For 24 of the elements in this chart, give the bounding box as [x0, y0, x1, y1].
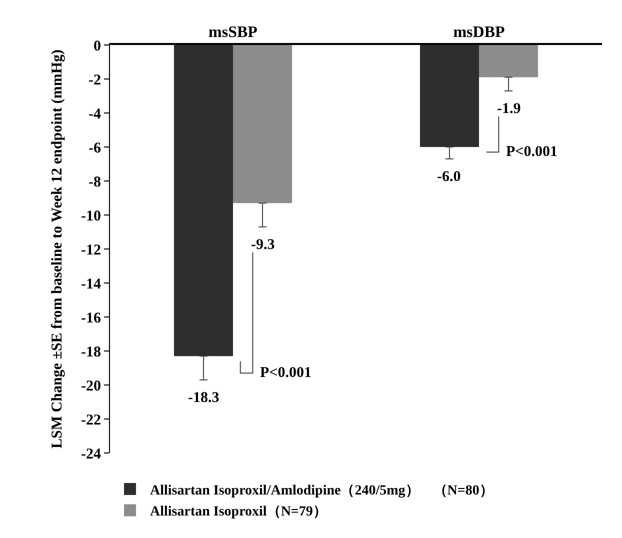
data-label: -9.3: [251, 237, 275, 253]
y-tick-label: -8: [88, 174, 101, 190]
y-tick-label: -10: [81, 208, 101, 224]
y-tick-label: -18: [81, 344, 101, 360]
data-label: -1.9: [497, 101, 521, 117]
data-label: -6.0: [437, 169, 461, 185]
y-tick-label: -16: [81, 310, 102, 326]
annotation: P<0.001: [260, 365, 312, 381]
y-tick-label: -24: [81, 446, 102, 462]
y-tick-label: -6: [88, 140, 102, 156]
legend-label: Allisartan Isoproxil/Amlodipine（240/5mg） （N=80）: [150, 483, 494, 498]
y-tick-label: -22: [81, 412, 101, 428]
y-tick-label: 0: [94, 38, 101, 54]
y-axis-title: LSM Change ±SE from baseline to Week 12 endpoint (mmHg): [49, 50, 66, 448]
y-tick-label: -2: [88, 72, 101, 88]
annotation: P<0.001: [506, 144, 558, 160]
y-tick-label: -4: [88, 106, 102, 122]
legend-label: Allisartan Isoproxil（N=79）: [150, 504, 327, 520]
y-tick-label: -14: [81, 276, 102, 292]
y-tick-label: -12: [81, 242, 101, 258]
x-tick-label: msSBP: [208, 24, 258, 41]
x-tick-label: msDBP: [453, 24, 505, 41]
y-tick-label: -20: [81, 378, 101, 394]
data-label: -18.3: [188, 390, 220, 406]
